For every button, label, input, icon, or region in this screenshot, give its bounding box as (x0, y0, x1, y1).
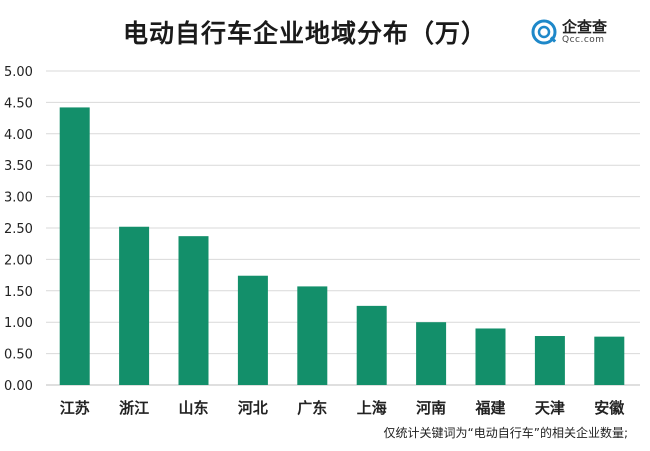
bar-河南 (416, 322, 447, 385)
bar-上海 (356, 305, 387, 385)
y-tick-label: 1.50 (4, 285, 33, 300)
x-tick-label: 浙江 (119, 399, 149, 417)
chart-title-text: 电动自行车企业地域分布（万） (122, 19, 487, 48)
y-tick-label: 0.50 (4, 348, 33, 363)
x-tick-label: 江苏 (60, 399, 90, 417)
bar-山东 (178, 236, 209, 385)
y-tick-label: 5.00 (4, 65, 33, 80)
bar-河北 (237, 275, 268, 385)
bar-安徽 (594, 336, 625, 385)
y-tick-label: 2.50 (4, 222, 33, 237)
bars (59, 107, 625, 385)
y-tick-label: 2.00 (4, 253, 33, 268)
bar-天津 (534, 336, 565, 385)
y-tick-label: 3.50 (4, 159, 33, 174)
footnote: 仅统计关键词为“电动自行车”的相关企业数量; (383, 426, 628, 440)
x-tick-label: 天津 (535, 399, 565, 417)
bar-广东 (297, 286, 328, 385)
y-tick-label: 1.00 (4, 316, 33, 331)
x-tick-label: 上海 (357, 399, 387, 417)
y-tick-label: 4.00 (4, 128, 33, 143)
logo-name: 企查查 (562, 18, 608, 36)
qcc-logo: 企查查 Qcc.com (530, 16, 640, 50)
y-tick-label: 4.50 (4, 96, 33, 111)
logo-domain: Qcc.com (562, 35, 605, 45)
x-axis: 江苏 浙江 山东 河北 广东 上海 河南 福建 天津 安徽 (60, 399, 626, 417)
x-tick-label: 广东 (297, 399, 327, 417)
bar-浙江 (119, 226, 150, 385)
bar-江苏 (59, 107, 90, 385)
x-tick-label: 河北 (238, 399, 268, 417)
x-tick-label: 安徽 (594, 399, 625, 417)
qcc-logo-icon (531, 19, 557, 45)
y-axis: 0.00 0.50 1.00 1.50 2.00 2.50 3.00 3.50 4.00 4.50… (4, 65, 33, 394)
chart-title: 电动自行车企业地域分布（万） (0, 14, 650, 50)
y-tick-label: 0.00 (4, 379, 33, 394)
x-tick-label: 山东 (178, 399, 208, 417)
y-tick-label: 3.00 (4, 191, 33, 206)
x-tick-label: 河南 (416, 399, 446, 417)
bar-福建 (475, 328, 506, 385)
x-tick-label: 福建 (474, 399, 506, 417)
